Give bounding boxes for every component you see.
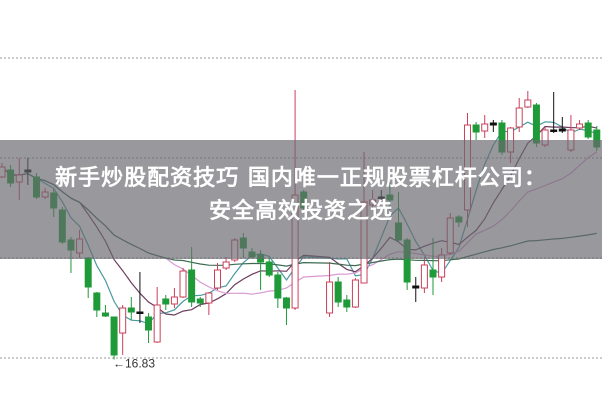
candle-body xyxy=(84,257,92,288)
candle-body xyxy=(110,316,118,356)
candle-body xyxy=(326,281,334,314)
candle-body xyxy=(179,270,187,298)
candle xyxy=(515,98,523,132)
candle-body xyxy=(101,312,109,317)
candle-body xyxy=(265,261,273,276)
candle-body xyxy=(524,99,532,108)
candle-body xyxy=(420,264,428,289)
candle-body xyxy=(119,307,127,334)
candle-body xyxy=(489,122,497,126)
candle xyxy=(265,258,273,277)
candle xyxy=(93,292,101,317)
candle xyxy=(196,297,204,307)
candle-body xyxy=(334,281,342,303)
candle xyxy=(145,313,153,343)
candle xyxy=(550,92,558,133)
candle xyxy=(472,122,480,140)
candle-body xyxy=(550,129,558,132)
candle xyxy=(214,263,221,290)
candle xyxy=(119,305,127,355)
candle xyxy=(101,305,109,317)
candle xyxy=(524,91,532,108)
candle-body xyxy=(145,316,153,331)
candle xyxy=(343,295,351,312)
candle xyxy=(222,257,230,270)
candle xyxy=(481,115,489,138)
candle-body xyxy=(222,261,230,269)
title-overlay-band xyxy=(0,140,602,259)
candle xyxy=(351,278,359,308)
candle-body xyxy=(196,298,204,304)
candle-body xyxy=(170,296,178,305)
candle-body xyxy=(127,307,135,313)
candle-body xyxy=(532,104,540,144)
candle-body xyxy=(282,297,290,309)
candle xyxy=(558,117,566,133)
candle-body xyxy=(205,292,213,304)
candle-body xyxy=(162,298,170,305)
candle-body xyxy=(429,269,437,278)
candle-body xyxy=(584,122,592,138)
candle xyxy=(412,277,420,302)
candle xyxy=(274,272,282,308)
candle xyxy=(179,268,187,298)
candle xyxy=(326,262,334,317)
candle xyxy=(576,120,584,130)
candle xyxy=(489,120,497,132)
candle-body xyxy=(188,269,196,303)
overlay-title: 新手炒股配资技巧 国内唯一正规股票杠杆公司： 安全高效投资之选 xyxy=(0,162,602,228)
candle xyxy=(170,288,178,308)
candle xyxy=(205,292,213,315)
candle-body xyxy=(351,279,359,308)
candle-body xyxy=(274,274,282,299)
candle xyxy=(110,316,118,360)
candle-body xyxy=(343,299,351,308)
candle-body xyxy=(412,285,420,289)
candle xyxy=(282,297,290,325)
overlay-title-line2: 安全高效投资之选 xyxy=(208,199,393,224)
candle-body xyxy=(558,128,566,132)
candle xyxy=(127,297,135,320)
candle xyxy=(153,287,161,343)
candle-body xyxy=(214,269,221,289)
low-price-label: ←16.83 xyxy=(113,357,155,371)
candle xyxy=(84,257,92,298)
candle-body xyxy=(472,124,480,133)
candle xyxy=(136,272,144,323)
candle-body xyxy=(136,311,144,314)
candle-body xyxy=(515,107,523,128)
candle-body xyxy=(481,123,489,132)
candle xyxy=(334,277,342,307)
candle xyxy=(420,257,428,293)
low-price-annotation: ←16.83 xyxy=(113,357,155,371)
candle xyxy=(584,120,592,139)
candle xyxy=(162,295,170,310)
candle-body xyxy=(153,304,161,343)
candle-body xyxy=(576,123,584,129)
candle-body xyxy=(93,292,101,311)
overlay-title-line1: 新手炒股配资技巧 国内唯一正规股票杠杆公司： xyxy=(55,166,547,191)
